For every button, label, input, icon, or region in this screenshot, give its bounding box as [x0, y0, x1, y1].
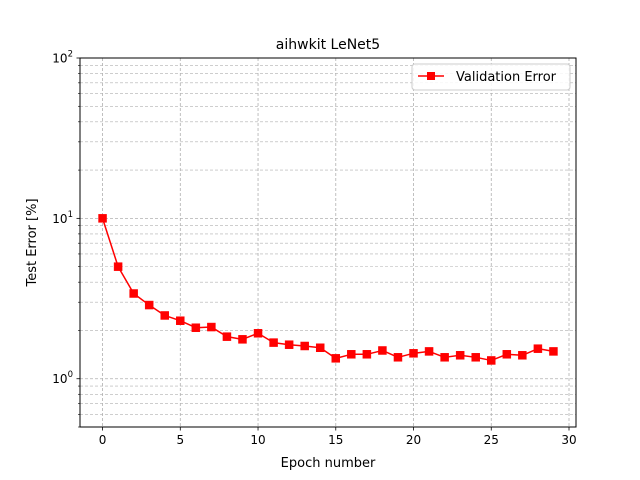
data-point-marker — [533, 344, 543, 353]
data-point-marker — [207, 322, 216, 332]
data-point-marker — [113, 262, 123, 271]
data-point-marker — [315, 343, 325, 353]
data-point-marker — [222, 332, 232, 341]
x-tick-label: 30 — [561, 433, 576, 447]
data-point-marker — [191, 323, 201, 332]
x-tick-label: 15 — [328, 433, 343, 447]
x-tick-label: 0 — [99, 433, 107, 447]
data-point-marker — [284, 340, 294, 349]
legend: Validation Error — [411, 63, 571, 91]
data-point-marker — [160, 311, 169, 320]
data-point-marker — [144, 300, 154, 310]
legend-label: Validation Error — [456, 70, 557, 85]
y-axis-label: Test Error [%] — [25, 198, 40, 287]
data-point-marker — [455, 351, 465, 360]
data-point-marker — [347, 350, 356, 359]
data-point-marker — [331, 354, 341, 363]
data-point-marker — [471, 353, 480, 362]
axes: 0 5 10 15 20 25 30 100 101 102 — [52, 50, 576, 448]
data-point-marker — [176, 316, 185, 325]
data-point-marker — [300, 341, 309, 351]
y-tick-label: 101 — [52, 210, 73, 226]
data-point-marker — [518, 351, 527, 360]
data-point-marker — [502, 350, 512, 359]
x-axis-label: Epoch number — [281, 456, 376, 471]
data-point-marker — [362, 350, 372, 359]
grid-lines — [80, 57, 576, 428]
data-point-marker — [424, 347, 434, 356]
x-tick-label: 20 — [406, 433, 421, 447]
data-point-marker — [378, 346, 387, 355]
data-point-marker — [98, 214, 107, 223]
data-point-marker — [393, 353, 403, 362]
data-point-marker — [487, 356, 496, 365]
data-point-marker — [409, 349, 418, 358]
legend-marker — [427, 72, 435, 80]
y-tick-label: 100 — [52, 370, 73, 386]
y-tick-label: 102 — [52, 50, 73, 66]
data-series — [98, 214, 558, 365]
data-point-marker — [238, 335, 247, 344]
data-point-marker — [269, 338, 278, 347]
data-point-marker — [253, 329, 263, 338]
x-tick-label: 5 — [176, 433, 184, 447]
x-tick-label: 10 — [250, 433, 265, 447]
legend-box — [411, 63, 571, 91]
data-point-marker — [549, 347, 558, 356]
chart-title: aihwkit LeNet5 — [276, 37, 380, 53]
plot-frame — [79, 57, 577, 428]
data-point-marker — [129, 289, 138, 298]
x-tick-label: 25 — [484, 433, 499, 447]
data-point-marker — [440, 353, 449, 362]
